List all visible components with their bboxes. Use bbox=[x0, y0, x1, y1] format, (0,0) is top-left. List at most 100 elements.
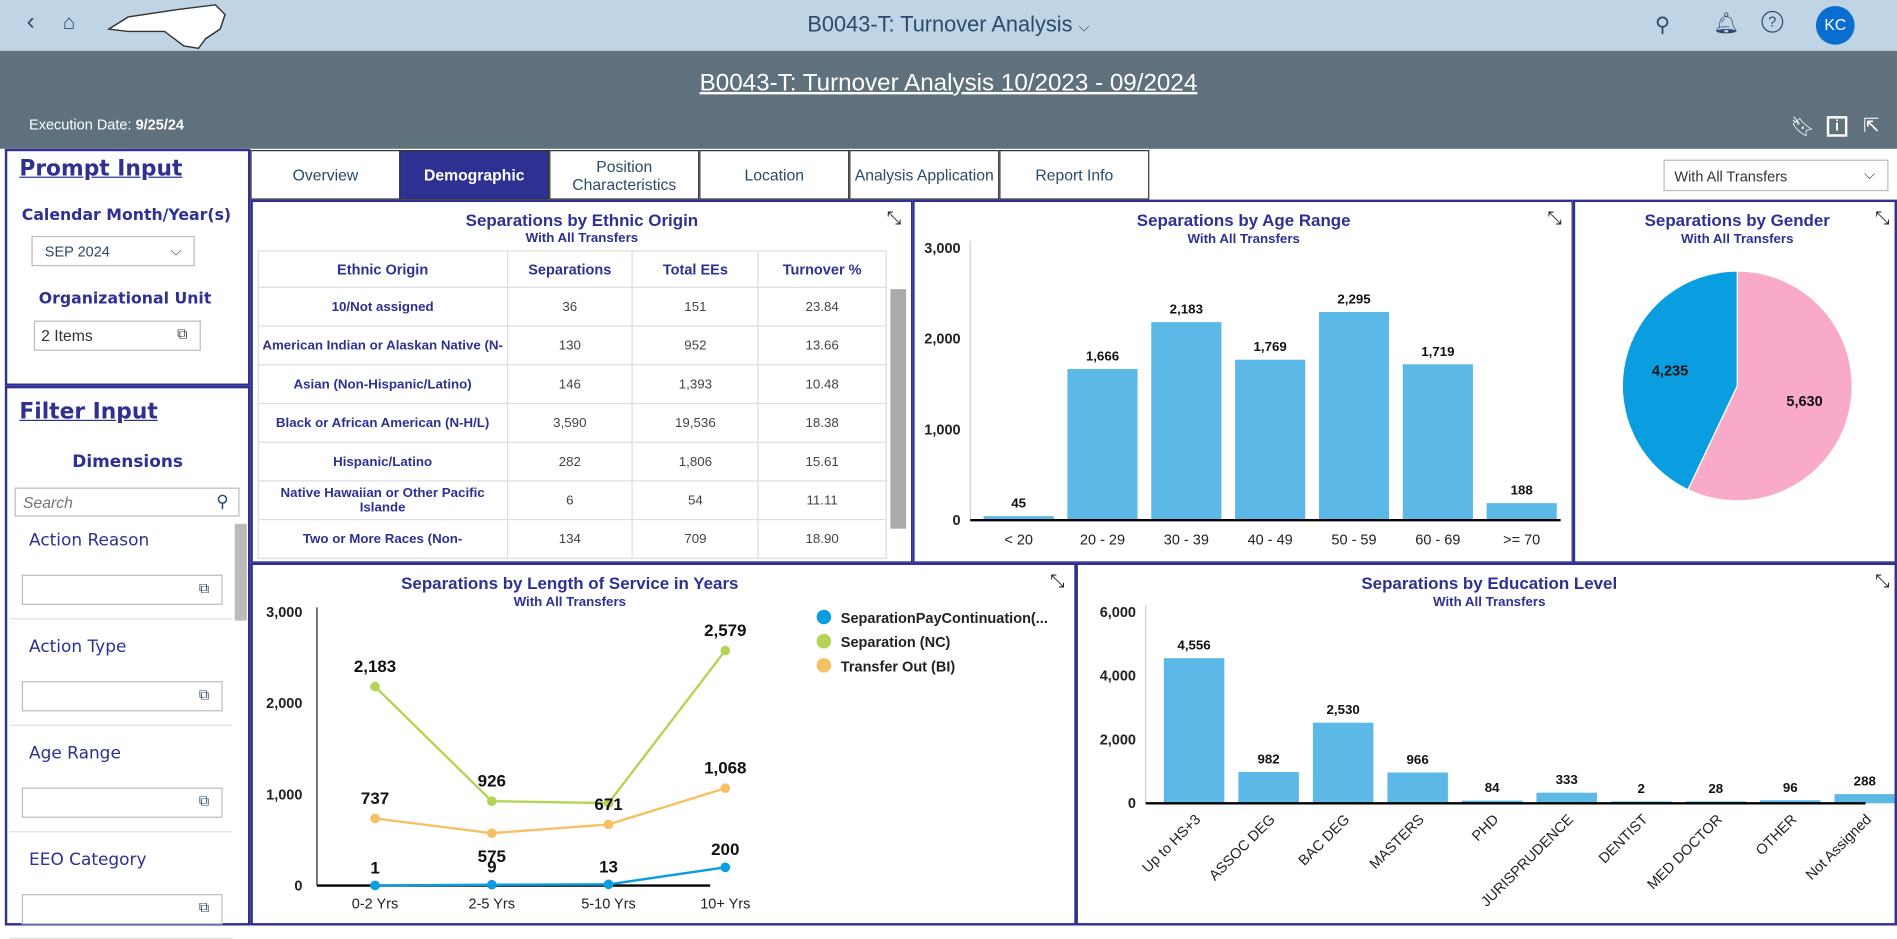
table-cell: 18.90 bbox=[757, 519, 887, 559]
data-point bbox=[720, 783, 731, 794]
dimension-input[interactable]: ⧉ bbox=[21, 574, 223, 605]
execution-label: Execution Date: bbox=[29, 116, 132, 134]
series-line bbox=[374, 787, 726, 835]
avatar[interactable]: KC bbox=[1815, 6, 1855, 45]
home-icon[interactable]: ⌂ bbox=[62, 10, 76, 34]
divider bbox=[9, 724, 233, 726]
org-input[interactable]: 2 Items ⧉ bbox=[33, 320, 201, 351]
transfer-select-value: With All Transfers bbox=[1674, 168, 1788, 186]
table-cell: 134 bbox=[506, 519, 634, 559]
chart-subtitle: With All Transfers bbox=[514, 594, 626, 609]
bell-icon[interactable]: 🔔︎ bbox=[1713, 12, 1740, 36]
table-row[interactable]: Black or African American (N-H/L) 3,590 19… bbox=[257, 402, 887, 443]
data-label: 333 bbox=[1556, 772, 1578, 787]
y-tick-label: 2,000 bbox=[266, 696, 302, 712]
table-row[interactable]: Two or More Races (Non- 134 709 18.90 bbox=[257, 519, 887, 559]
value-help-icon[interactable]: ⧉ bbox=[198, 579, 210, 597]
data-point bbox=[603, 879, 614, 890]
search-icon[interactable]: ⚲ bbox=[216, 491, 229, 511]
collapse-icon[interactable]: ⤡ bbox=[1050, 571, 1065, 592]
data-label: 2,530 bbox=[1326, 702, 1359, 717]
transfer-select[interactable]: With All Transfers ⌵ bbox=[1663, 159, 1889, 192]
y-tick-label: 0 bbox=[294, 878, 302, 894]
collapse-icon[interactable]: ⤡ bbox=[1547, 208, 1562, 229]
table-row[interactable]: Asian (Non-Hispanic/Latino) 146 1,393 10.48 bbox=[257, 364, 887, 405]
filter-panel: Filter Input Dimensions ⚲ Action Reason ⧉… bbox=[4, 385, 251, 939]
help-icon[interactable]: ? bbox=[1761, 10, 1784, 33]
info-icon[interactable]: i bbox=[1826, 116, 1848, 137]
bookmark-icon[interactable]: 🔖︎ bbox=[1790, 117, 1816, 138]
tab-location[interactable]: Location bbox=[699, 150, 850, 200]
collapse-icon[interactable]: ⤡ bbox=[1875, 208, 1890, 229]
dimension-input[interactable]: ⧉ bbox=[21, 681, 223, 712]
collapse-icon[interactable]: ⤡ bbox=[1875, 571, 1890, 592]
x-tick-label: MED DOCTOR bbox=[1645, 812, 1726, 893]
column-header[interactable]: Separations bbox=[506, 250, 634, 288]
table-row[interactable]: Native Hawaiian or Other Pacific Islande… bbox=[257, 480, 887, 521]
age-range-panel: Separations by Age Range With All Transfe… bbox=[912, 199, 1574, 564]
column-header[interactable]: Total EEs bbox=[632, 250, 759, 288]
dimension-input[interactable]: ⧉ bbox=[21, 894, 223, 925]
column-header[interactable]: Turnover % bbox=[757, 250, 887, 288]
table-row[interactable]: American Indian or Alaskan Native (N- 130… bbox=[257, 325, 887, 366]
chart-subtitle: With All Transfers bbox=[1187, 231, 1299, 246]
execution-date: 9/25/24 bbox=[135, 116, 185, 134]
table-cell: Hispanic/Latino bbox=[257, 441, 508, 482]
table-cell: 13.66 bbox=[757, 325, 887, 366]
bar bbox=[1151, 322, 1222, 521]
scrollbar[interactable] bbox=[234, 523, 247, 621]
app-title[interactable]: B0043-T: Turnover Analysis ⌵ bbox=[0, 12, 1897, 37]
y-tick-label: 0 bbox=[1128, 796, 1136, 812]
table-cell: 6 bbox=[506, 480, 634, 521]
tab-report-info[interactable]: Report Info bbox=[999, 150, 1150, 200]
tab-label: Overview bbox=[292, 165, 359, 184]
share-icon[interactable]: ⇱ bbox=[1863, 116, 1880, 137]
data-label: 4,556 bbox=[1177, 638, 1210, 653]
series-line bbox=[375, 866, 726, 887]
panel-title: Separations by Ethnic Origin bbox=[465, 210, 699, 230]
table-row[interactable]: 10/Not assigned 36 151 23.84 bbox=[257, 286, 887, 327]
table-cell: Asian (Non-Hispanic/Latino) bbox=[257, 364, 508, 405]
search-input[interactable] bbox=[22, 489, 205, 515]
data-label: 5,630 bbox=[1786, 394, 1822, 410]
x-tick-label: >= 70 bbox=[1503, 532, 1540, 548]
data-label: 737 bbox=[361, 789, 389, 808]
tab-analysis-application[interactable]: Analysis Application bbox=[849, 150, 1000, 200]
value-help-icon[interactable]: ⧉ bbox=[198, 792, 210, 810]
shell-bar: ‹ ⌂ B0043-T: Turnover Analysis ⌵ ⚲ 🔔︎ ? … bbox=[0, 0, 1897, 51]
table-cell: 282 bbox=[506, 441, 634, 482]
scrollbar[interactable] bbox=[890, 289, 907, 529]
tab-position-characteristics[interactable]: Position Characteristics bbox=[549, 150, 700, 200]
collapse-icon[interactable]: ⤡ bbox=[886, 208, 902, 229]
dimension-search[interactable]: ⚲ bbox=[14, 487, 240, 517]
tab-demographic[interactable]: Demographic bbox=[399, 150, 550, 200]
table-row[interactable]: Hispanic/Latino 282 1,806 15.61 bbox=[257, 441, 887, 482]
x-tick-label: Not Assigned bbox=[1803, 812, 1875, 884]
month-select[interactable]: SEP 2024 ⌵ bbox=[31, 235, 195, 267]
data-label: 200 bbox=[711, 840, 739, 859]
data-label: 45 bbox=[1011, 496, 1026, 511]
nc-logo bbox=[106, 4, 226, 50]
y-tick-label: 6,000 bbox=[1100, 605, 1136, 621]
dimension-label: Age Range bbox=[29, 744, 121, 764]
tab-overview[interactable]: Overview bbox=[250, 150, 401, 200]
y-tick-label: 3,000 bbox=[924, 241, 960, 257]
data-point bbox=[486, 828, 497, 839]
column-header[interactable]: Ethnic Origin bbox=[257, 250, 508, 288]
chart-title: Separations by Length of Service in Year… bbox=[401, 574, 738, 593]
x-tick-label: ASSOC DEG bbox=[1206, 812, 1278, 884]
value-help-icon[interactable]: ⧉ bbox=[198, 685, 210, 703]
data-label: 575 bbox=[478, 847, 506, 866]
value-help-icon[interactable]: ⧉ bbox=[177, 325, 188, 343]
search-icon[interactable]: ⚲ bbox=[1655, 13, 1671, 37]
dimension-input[interactable]: ⧉ bbox=[21, 787, 223, 818]
legend-marker bbox=[816, 609, 832, 625]
value-help-icon[interactable]: ⧉ bbox=[198, 898, 210, 916]
back-icon[interactable]: ‹ bbox=[26, 8, 35, 36]
bar bbox=[1387, 772, 1448, 804]
x-tick-label: 20 - 29 bbox=[1080, 532, 1125, 548]
table-cell: 952 bbox=[632, 325, 759, 366]
data-label: 1,719 bbox=[1421, 344, 1454, 359]
bar bbox=[1067, 369, 1138, 521]
